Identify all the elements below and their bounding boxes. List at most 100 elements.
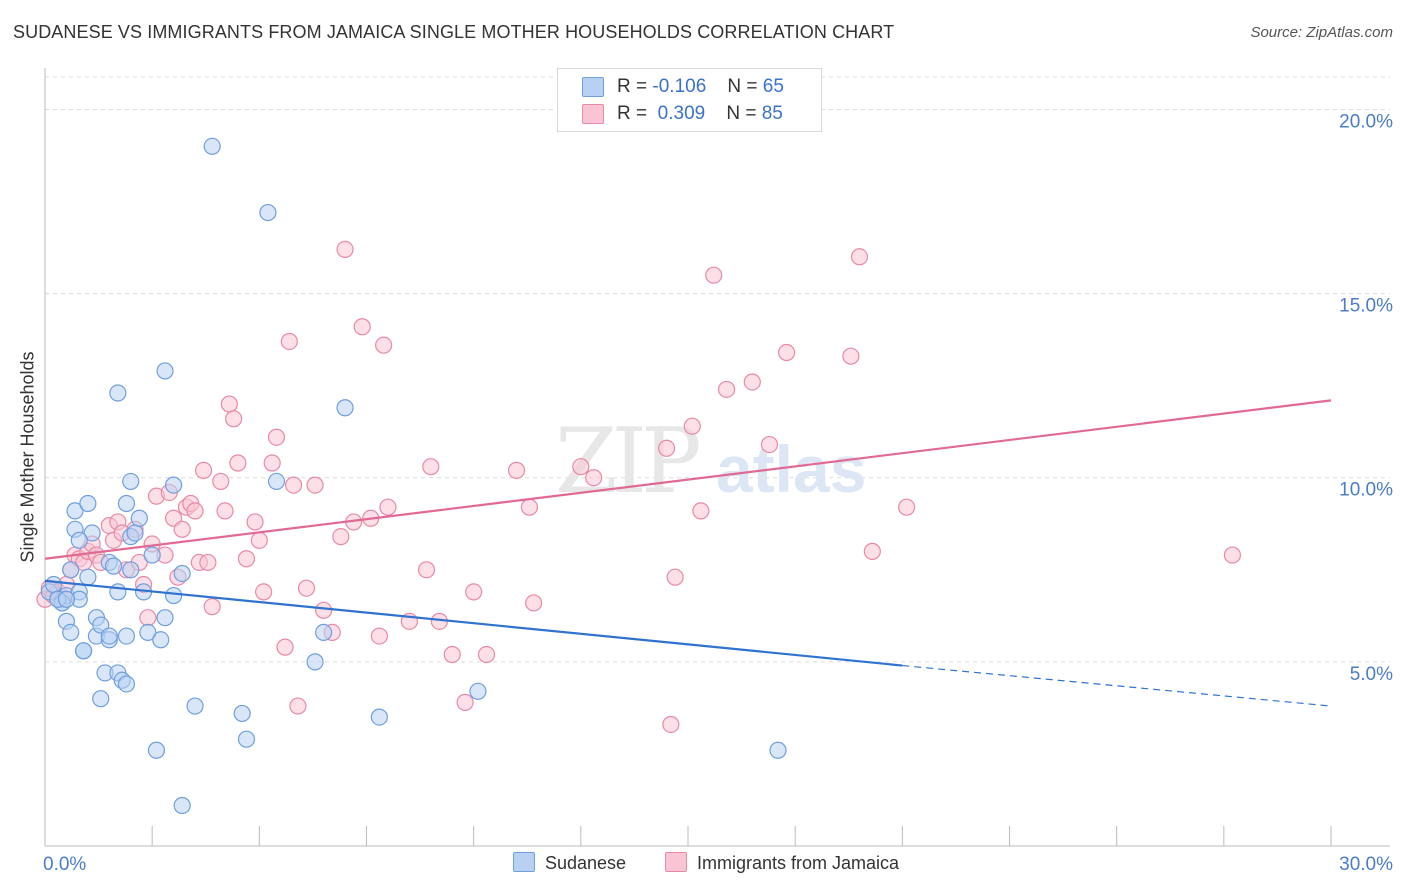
sudanese-point (203, 137, 221, 155)
jamaica-point (1223, 546, 1242, 564)
jamaica-point (229, 454, 247, 472)
sudanese-trend-extension (902, 664, 1332, 707)
jamaica-point (443, 645, 461, 664)
x-axis-ticks (151, 826, 1332, 846)
jamaica-point (465, 583, 483, 601)
y-tick-label: 20.0% (1339, 111, 1393, 132)
sudanese-point (306, 653, 324, 671)
bottom-legend-label-jamaica: Immigrants from Jamaica (697, 853, 900, 873)
legend-n-label: N = (726, 103, 757, 124)
sudanese-points (40, 137, 787, 815)
jamaica-point (375, 336, 393, 354)
sudanese-point (143, 546, 161, 564)
legend-n-label: N = (727, 76, 758, 97)
legend-swatch-jamaica (582, 104, 604, 124)
bottom-legend-swatch-sudanese (513, 852, 535, 872)
jamaica-point (705, 266, 723, 284)
trend-lines (44, 399, 1332, 707)
jamaica-point (336, 240, 354, 259)
sudanese-point (62, 623, 80, 642)
jamaica-point (255, 583, 273, 601)
sudanese-point (237, 730, 256, 748)
sudanese-point (70, 531, 88, 549)
jamaica-point (657, 439, 676, 457)
sudanese-point (156, 609, 174, 627)
sudanese-point (104, 557, 123, 575)
jamaica-point (692, 502, 710, 520)
jamaica-point (777, 343, 796, 362)
sudanese-point (126, 524, 144, 542)
jamaica-point (525, 594, 543, 612)
sudanese-point (92, 690, 110, 708)
legend-swatch-sudanese (582, 77, 604, 97)
sudanese-point (122, 561, 140, 579)
sudanese-point (370, 708, 388, 726)
jamaica-point (280, 332, 298, 351)
legend-r-label: R = (617, 103, 648, 124)
bottom-legend-jamaica: Immigrants from Jamaica (665, 852, 899, 874)
chart-source: Source: ZipAtlas.com (1250, 24, 1393, 41)
jamaica-points (36, 240, 1242, 734)
y-tick-label: 15.0% (1339, 296, 1393, 317)
jamaica-point (315, 601, 333, 619)
jamaica-point (760, 435, 779, 454)
sudanese-point (117, 494, 136, 513)
legend-r-value-sudanese: -0.106 (652, 76, 707, 97)
sudanese-point (315, 623, 333, 642)
y-tick-labels: 5.0% 10.0% 15.0% 20.0% (1339, 111, 1393, 684)
jamaica-point (520, 498, 538, 516)
sudanese-point (147, 741, 166, 759)
jamaica-point (267, 428, 286, 446)
sudanese-point (152, 631, 170, 649)
jamaica-point (717, 380, 736, 398)
legend-text-jamaica: R = 0.309 N = 85 (617, 103, 783, 125)
jamaica-point (683, 417, 701, 435)
jamaica-point (507, 461, 526, 479)
sudanese-point (769, 741, 787, 759)
jamaica-point (199, 553, 217, 572)
chart-title: SUDANESE VS IMMIGRANTS FROM JAMAICA SING… (13, 22, 895, 42)
sudanese-point (173, 796, 191, 815)
watermark-atlas: atlas (716, 432, 866, 506)
jamaica-point (370, 627, 388, 645)
y-tick-label: 10.0% (1339, 480, 1393, 501)
sudanese-point (259, 203, 277, 222)
jamaica-point (173, 520, 191, 538)
jamaica-point (379, 498, 397, 516)
jamaica-point (850, 248, 869, 266)
jamaica-point (863, 542, 881, 560)
bottom-legend-sudanese: Sudanese (513, 852, 626, 874)
sudanese-point (186, 697, 204, 715)
sudanese-point (57, 590, 76, 608)
jamaica-point (842, 347, 860, 365)
bottom-legend-swatch-jamaica (665, 852, 687, 872)
sudanese-point (469, 682, 487, 700)
sudanese-trend-line (44, 579, 903, 667)
jamaica-point (212, 472, 230, 491)
jamaica-point (585, 469, 603, 487)
sudanese-point (62, 561, 80, 579)
bottom-legend-label-sudanese: Sudanese (545, 853, 627, 873)
legend-n-value-jamaica: 85 (761, 103, 783, 124)
sudanese-point (100, 627, 118, 645)
sudanese-point (336, 399, 354, 417)
jamaica-point (898, 498, 916, 516)
jamaica-point (225, 410, 243, 428)
sudanese-point (79, 568, 97, 586)
jamaica-point (186, 502, 204, 520)
sudanese-point (44, 575, 63, 594)
sudanese-point (109, 384, 127, 402)
jamaica-point (422, 458, 440, 476)
x-tick-label: 30.0% (1339, 854, 1393, 875)
jamaica-point (246, 513, 264, 531)
sudanese-point (83, 524, 101, 542)
jamaica-point (195, 461, 213, 479)
x-tick-label: 0.0% (43, 854, 86, 875)
jamaica-point (297, 579, 316, 597)
sudanese-point (267, 472, 286, 491)
x-tick-labels: 0.0% 30.0% (43, 854, 1393, 875)
jamaica-point (332, 528, 350, 546)
sudanese-point (74, 642, 93, 660)
legend-n-value-sudanese: 65 (762, 76, 784, 97)
